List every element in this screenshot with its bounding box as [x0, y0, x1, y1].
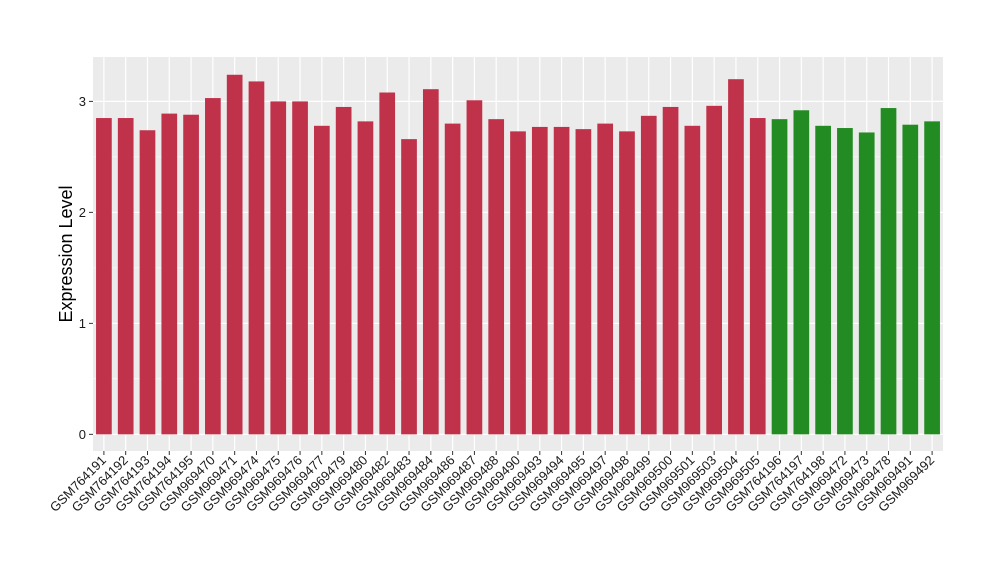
- bar: [335, 106, 352, 435]
- bar: [575, 129, 592, 435]
- bar: [771, 119, 788, 435]
- bar: [597, 123, 614, 435]
- bar: [728, 79, 744, 435]
- bar: [793, 110, 810, 435]
- bar: [640, 115, 657, 435]
- bar: [161, 113, 178, 435]
- bar: [183, 114, 199, 435]
- bar: [422, 89, 439, 435]
- bar: [379, 92, 396, 435]
- bar: [270, 101, 287, 435]
- bar: [858, 132, 875, 435]
- bar: [749, 118, 766, 435]
- bar: [815, 125, 831, 435]
- bar: [226, 74, 243, 435]
- bar: [880, 108, 897, 435]
- y-tick-label: 1: [79, 316, 86, 331]
- bar: [902, 124, 919, 435]
- bar: [531, 126, 548, 435]
- x-axis: GSM764191GSM764192GSM764193GSM764194GSM7…: [47, 451, 937, 515]
- bar: [553, 126, 570, 435]
- bar: [357, 121, 374, 435]
- bar: [510, 131, 526, 435]
- bar: [401, 139, 417, 435]
- bars: [96, 74, 940, 435]
- bar: [205, 98, 221, 435]
- y-axis-title: Expression Level: [56, 185, 76, 322]
- y-tick-label: 3: [79, 94, 86, 109]
- bar: [684, 125, 701, 435]
- bar: [314, 125, 330, 435]
- bar: [466, 100, 483, 435]
- bar: [837, 128, 853, 435]
- bar: [292, 101, 308, 435]
- bar: [488, 119, 505, 435]
- bar: [96, 118, 112, 435]
- bar: [924, 121, 940, 435]
- bar: [619, 131, 635, 435]
- y-axis: 0 1 2 3: [79, 94, 93, 442]
- bar: [117, 118, 134, 435]
- bar: [706, 105, 722, 435]
- bar: [248, 81, 265, 435]
- y-tick-label: 2: [79, 205, 86, 220]
- bar: [662, 106, 679, 435]
- bar: [444, 123, 461, 435]
- y-tick-label: 0: [79, 427, 86, 442]
- bar: [139, 130, 156, 435]
